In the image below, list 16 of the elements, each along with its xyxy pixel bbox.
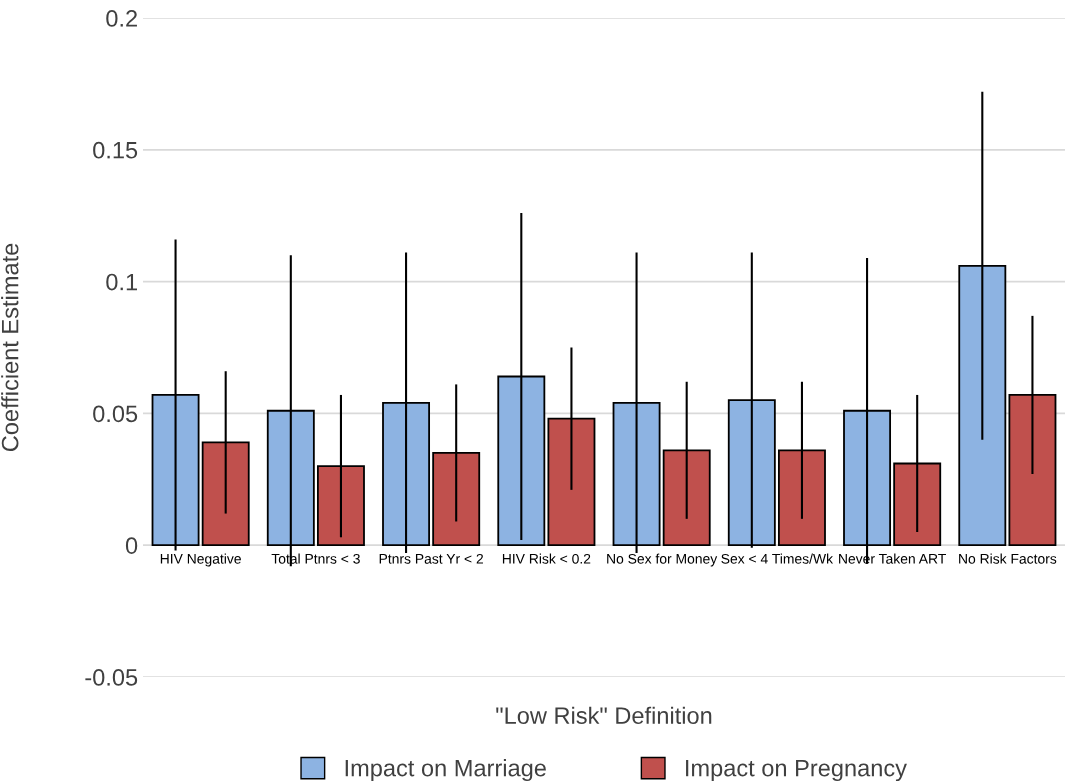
x-tick-label: HIV Risk < 0.2 [502,553,591,564]
y-axis-title: Coefficient Estimate [1,243,19,452]
x-tick-label: HIV Negative [160,553,241,567]
x-tick-label: No Risk Factors [959,553,1057,564]
x-tick-label: No Sex for Money [607,553,718,567]
y-tick-label: 0.05 [93,405,138,423]
legend-label: Impact on Pregnancy [686,759,907,782]
legend-label: Impact on Marriage [345,759,546,782]
y-tick-label: 0.15 [93,141,138,159]
y-tick-label: 0.2 [106,10,137,27]
x-tick-label: Sex < 4 Times/Wk [721,553,834,564]
y-tick-label: 0.1 [106,273,137,291]
y-tick-label: -0.05 [85,669,138,686]
x-axis-title: "Low Risk" Definition [496,706,712,724]
y-tick-label: 0 [125,537,138,554]
x-tick-label: Ptnrs Past Yr < 2 [379,553,483,564]
